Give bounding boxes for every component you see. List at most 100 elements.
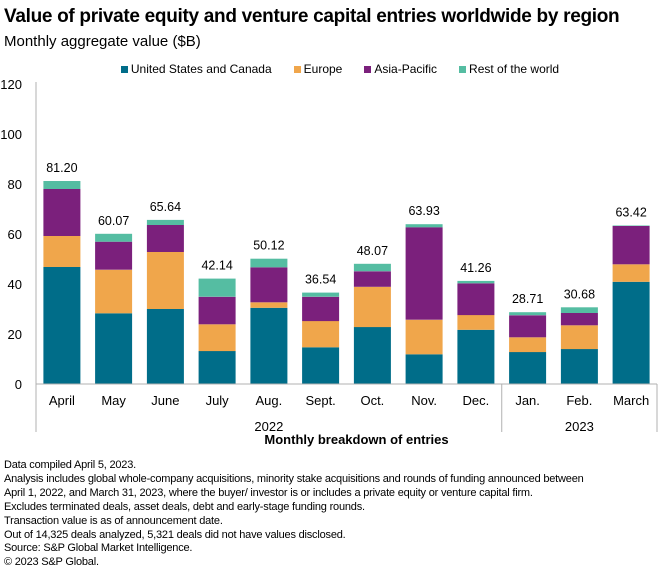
bar-segment-rest xyxy=(405,224,443,228)
bar-segment-us-canada xyxy=(250,307,288,385)
bar-segment-europe xyxy=(198,324,236,352)
legend-swatch-europe xyxy=(293,65,301,73)
bar-segment-us-canada xyxy=(509,352,547,384)
year-group-label: 2022 xyxy=(254,419,283,434)
bar-segment-asia-pacific xyxy=(509,315,547,338)
chart-title: Value of private equity and venture capi… xyxy=(4,6,620,27)
bar-segment-europe xyxy=(95,269,133,314)
total-data-label: 63.42 xyxy=(615,205,646,219)
note-line: Source: S&P Global Market Intelligence. xyxy=(4,542,193,555)
bar-segment-europe xyxy=(43,236,81,267)
x-tick-label: May xyxy=(101,393,126,408)
x-tick-label: April xyxy=(49,393,75,408)
total-data-label: 60.07 xyxy=(98,214,129,228)
bar-segment-rest xyxy=(560,307,598,313)
total-data-label: 41.26 xyxy=(460,261,491,275)
note-line: Out of 14,325 deals analyzed, 5,321 deal… xyxy=(4,528,346,541)
bar-segment-us-canada xyxy=(353,327,391,384)
bar-segment-rest xyxy=(95,233,133,242)
bar-segment-asia-pacific xyxy=(457,283,495,316)
legend-item-asia-pacific: Asia-Pacific xyxy=(364,62,437,76)
bar-segment-asia-pacific xyxy=(353,271,391,287)
y-tick-label: 120 xyxy=(0,77,22,92)
bar-segment-rest xyxy=(612,225,650,226)
x-tick-label: Oct. xyxy=(360,393,384,408)
y-tick-label: 60 xyxy=(8,227,22,242)
bar-segment-rest xyxy=(146,219,184,225)
bar-segment-europe xyxy=(457,315,495,330)
x-tick-label: March xyxy=(613,393,649,408)
total-data-label: 65.64 xyxy=(150,200,181,214)
legend-label: United States and Canada xyxy=(130,62,272,76)
bar-segment-europe xyxy=(405,319,443,355)
legend: United States and Canada Europe Asia-Pac… xyxy=(0,62,660,76)
bar-segment-asia-pacific xyxy=(146,225,184,252)
y-tick-label: 100 xyxy=(0,127,22,142)
x-tick-label: Nov. xyxy=(411,393,437,408)
chart-subtitle: Monthly aggregate value ($B) xyxy=(4,33,201,50)
legend-label: Asia-Pacific xyxy=(374,62,438,76)
bar-segment-asia-pacific xyxy=(43,189,81,236)
bar-segment-rest xyxy=(250,258,288,268)
bar-segment-asia-pacific xyxy=(560,313,598,326)
legend-item-rest: Rest of the world xyxy=(459,62,559,76)
bar-segment-europe xyxy=(146,252,184,309)
bar-segment-europe xyxy=(302,321,340,348)
y-tick-label: 20 xyxy=(8,327,22,342)
note-line: April 1, 2022, and March 31, 2023, where… xyxy=(4,486,533,499)
bar-segment-europe xyxy=(250,302,288,308)
bar-segment-us-canada xyxy=(198,351,236,384)
bar-segment-asia-pacific xyxy=(198,296,236,325)
bar-segment-asia-pacific xyxy=(250,267,288,303)
bar-segment-us-canada xyxy=(43,267,81,384)
bar-segment-asia-pacific xyxy=(612,226,650,265)
chart-plot: 0 20 40 60 80 100 120 81.20 April 60.07 May 65.64 Ju… xyxy=(0,77,658,447)
legend-swatch-us-canada xyxy=(120,65,128,73)
note-line: Analysis includes global whole-company a… xyxy=(4,472,584,485)
y-tick-label: 40 xyxy=(8,277,22,292)
total-data-label: 81.20 xyxy=(46,161,77,175)
total-data-label: 50.12 xyxy=(253,239,284,253)
note-line: © 2023 S&P Global. xyxy=(4,556,99,569)
bar-segment-us-canada xyxy=(146,309,184,384)
legend-label: Europe xyxy=(303,62,343,76)
y-tick-label: 80 xyxy=(8,177,22,192)
legend-swatch-asia-pacific xyxy=(364,65,372,73)
chart-notes: Data compiled April 5, 2023. Analysis in… xyxy=(4,459,584,570)
bar-segment-rest xyxy=(43,181,81,189)
total-data-label: 48.07 xyxy=(357,244,388,258)
bar-segment-rest xyxy=(457,280,495,284)
total-data-label: 63.93 xyxy=(408,204,439,218)
bar-segment-us-canada xyxy=(457,329,495,385)
year-group-label: 2023 xyxy=(565,419,594,434)
x-tick-label: Aug. xyxy=(256,393,283,408)
bar-segment-europe xyxy=(560,325,598,350)
legend-swatch-rest xyxy=(459,65,467,73)
legend-item-europe: Europe xyxy=(293,62,343,76)
legend-item-us-canada: United States and Canada xyxy=(120,62,272,76)
bar-segment-asia-pacific xyxy=(302,296,340,322)
total-data-label: 30.68 xyxy=(564,287,595,301)
x-axis-title: Monthly breakdown of entries xyxy=(264,432,448,447)
note-line: Excludes terminated deals, asset deals, … xyxy=(4,500,365,513)
total-data-label: 36.54 xyxy=(305,273,336,287)
bar-segment-europe xyxy=(509,337,547,353)
bar-segment-asia-pacific xyxy=(405,227,443,320)
x-tick-label: Feb. xyxy=(566,393,592,408)
bar-segment-rest xyxy=(353,263,391,272)
bar-segment-rest xyxy=(198,278,236,297)
legend-label: Rest of the world xyxy=(469,62,560,76)
bar-segment-us-canada xyxy=(612,281,650,385)
bar-segment-europe xyxy=(612,264,650,282)
note-line: Transaction value is as of announcement … xyxy=(4,514,223,527)
bar-segment-europe xyxy=(353,286,391,328)
total-data-label: 28.71 xyxy=(512,292,543,306)
bar-segment-asia-pacific xyxy=(95,241,133,270)
x-tick-label: July xyxy=(206,393,230,408)
x-tick-label: Jan. xyxy=(515,393,540,408)
y-tick-label: 0 xyxy=(15,377,22,392)
bar-segment-us-canada xyxy=(405,354,443,385)
bar-segment-us-canada xyxy=(560,349,598,384)
bar-segment-rest xyxy=(509,312,547,316)
bar-segment-us-canada xyxy=(302,347,340,385)
